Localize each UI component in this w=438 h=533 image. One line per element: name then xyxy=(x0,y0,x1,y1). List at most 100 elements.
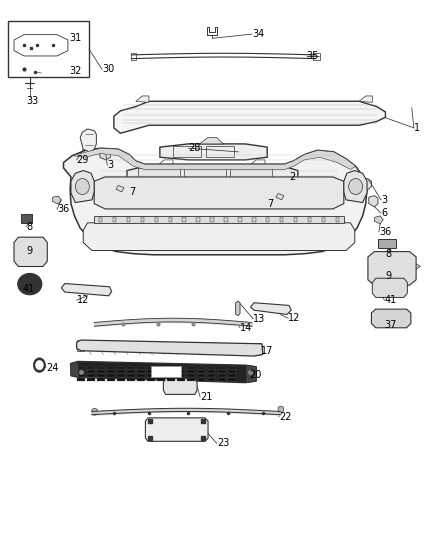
Bar xyxy=(8,21,89,77)
Polygon shape xyxy=(369,196,378,207)
Bar xyxy=(117,367,125,369)
Bar xyxy=(107,370,115,373)
Bar xyxy=(147,374,155,377)
Bar xyxy=(87,367,95,369)
Bar xyxy=(117,378,125,381)
Bar xyxy=(87,378,95,381)
Polygon shape xyxy=(21,214,32,223)
Bar xyxy=(196,217,200,222)
Polygon shape xyxy=(83,223,355,251)
Bar xyxy=(177,370,185,373)
Bar xyxy=(97,370,105,373)
Polygon shape xyxy=(371,309,411,328)
Bar xyxy=(77,370,85,373)
Text: 7: 7 xyxy=(267,199,273,208)
Bar xyxy=(183,217,186,222)
Bar xyxy=(137,367,145,369)
Bar xyxy=(228,374,236,377)
Bar xyxy=(184,168,226,187)
Polygon shape xyxy=(199,138,223,144)
Polygon shape xyxy=(251,303,291,314)
Bar xyxy=(99,217,102,222)
Text: 12: 12 xyxy=(77,295,89,305)
Text: 22: 22 xyxy=(279,412,292,422)
Polygon shape xyxy=(378,239,396,248)
Polygon shape xyxy=(72,148,356,169)
Bar xyxy=(167,374,175,377)
Text: 9: 9 xyxy=(26,246,32,255)
Bar xyxy=(127,374,135,377)
Text: 6: 6 xyxy=(381,208,387,218)
Text: 12: 12 xyxy=(288,313,300,323)
Text: 2: 2 xyxy=(289,172,295,182)
Text: 36: 36 xyxy=(57,205,69,214)
Bar xyxy=(87,374,95,377)
Polygon shape xyxy=(114,101,385,133)
Bar xyxy=(198,374,205,377)
Bar xyxy=(138,168,180,187)
Polygon shape xyxy=(94,177,344,209)
Bar xyxy=(137,378,145,381)
Polygon shape xyxy=(253,344,263,356)
Polygon shape xyxy=(368,252,416,285)
Bar xyxy=(107,367,115,369)
Text: 35: 35 xyxy=(307,52,319,61)
Polygon shape xyxy=(100,149,110,160)
Bar xyxy=(157,374,165,377)
Bar xyxy=(208,370,215,373)
Bar xyxy=(151,423,201,429)
Bar xyxy=(167,370,175,373)
Polygon shape xyxy=(71,361,256,383)
Text: 21: 21 xyxy=(200,392,212,402)
Text: 17: 17 xyxy=(261,346,273,356)
Polygon shape xyxy=(71,171,94,203)
Bar xyxy=(127,370,135,373)
Bar xyxy=(167,367,175,369)
Polygon shape xyxy=(70,361,79,377)
Circle shape xyxy=(36,361,43,369)
Text: 13: 13 xyxy=(253,314,265,324)
Text: 41: 41 xyxy=(23,284,35,294)
Bar xyxy=(147,367,155,369)
Text: 23: 23 xyxy=(217,439,229,448)
Bar xyxy=(198,370,205,373)
Ellipse shape xyxy=(75,179,89,195)
Bar xyxy=(187,378,195,381)
Polygon shape xyxy=(14,237,47,266)
Text: 34: 34 xyxy=(252,29,264,39)
Polygon shape xyxy=(278,406,283,414)
Text: 31: 31 xyxy=(69,34,81,43)
Bar xyxy=(228,370,236,373)
Polygon shape xyxy=(61,284,112,296)
Bar xyxy=(167,378,175,381)
Bar xyxy=(169,217,172,222)
Bar xyxy=(218,367,226,369)
Polygon shape xyxy=(77,340,263,356)
Text: 30: 30 xyxy=(102,64,114,74)
Bar xyxy=(173,146,201,157)
Text: 1: 1 xyxy=(414,123,420,133)
Bar xyxy=(228,367,236,369)
Bar xyxy=(127,217,131,222)
Bar xyxy=(127,367,135,369)
Text: 28: 28 xyxy=(188,143,201,153)
Polygon shape xyxy=(410,264,420,269)
Bar xyxy=(107,378,115,381)
Polygon shape xyxy=(163,378,197,394)
Bar xyxy=(157,370,165,373)
Bar xyxy=(208,374,215,377)
Bar xyxy=(77,378,85,381)
Bar xyxy=(113,217,117,222)
Bar xyxy=(177,367,185,369)
Text: 36: 36 xyxy=(379,227,391,237)
Bar xyxy=(77,374,85,377)
Bar xyxy=(208,378,215,381)
Polygon shape xyxy=(116,185,124,192)
Bar xyxy=(127,378,135,381)
Bar xyxy=(230,168,272,187)
Text: 37: 37 xyxy=(385,320,397,330)
Bar xyxy=(151,366,181,377)
Bar xyxy=(141,217,144,222)
Bar xyxy=(177,374,185,377)
Bar xyxy=(218,378,226,381)
